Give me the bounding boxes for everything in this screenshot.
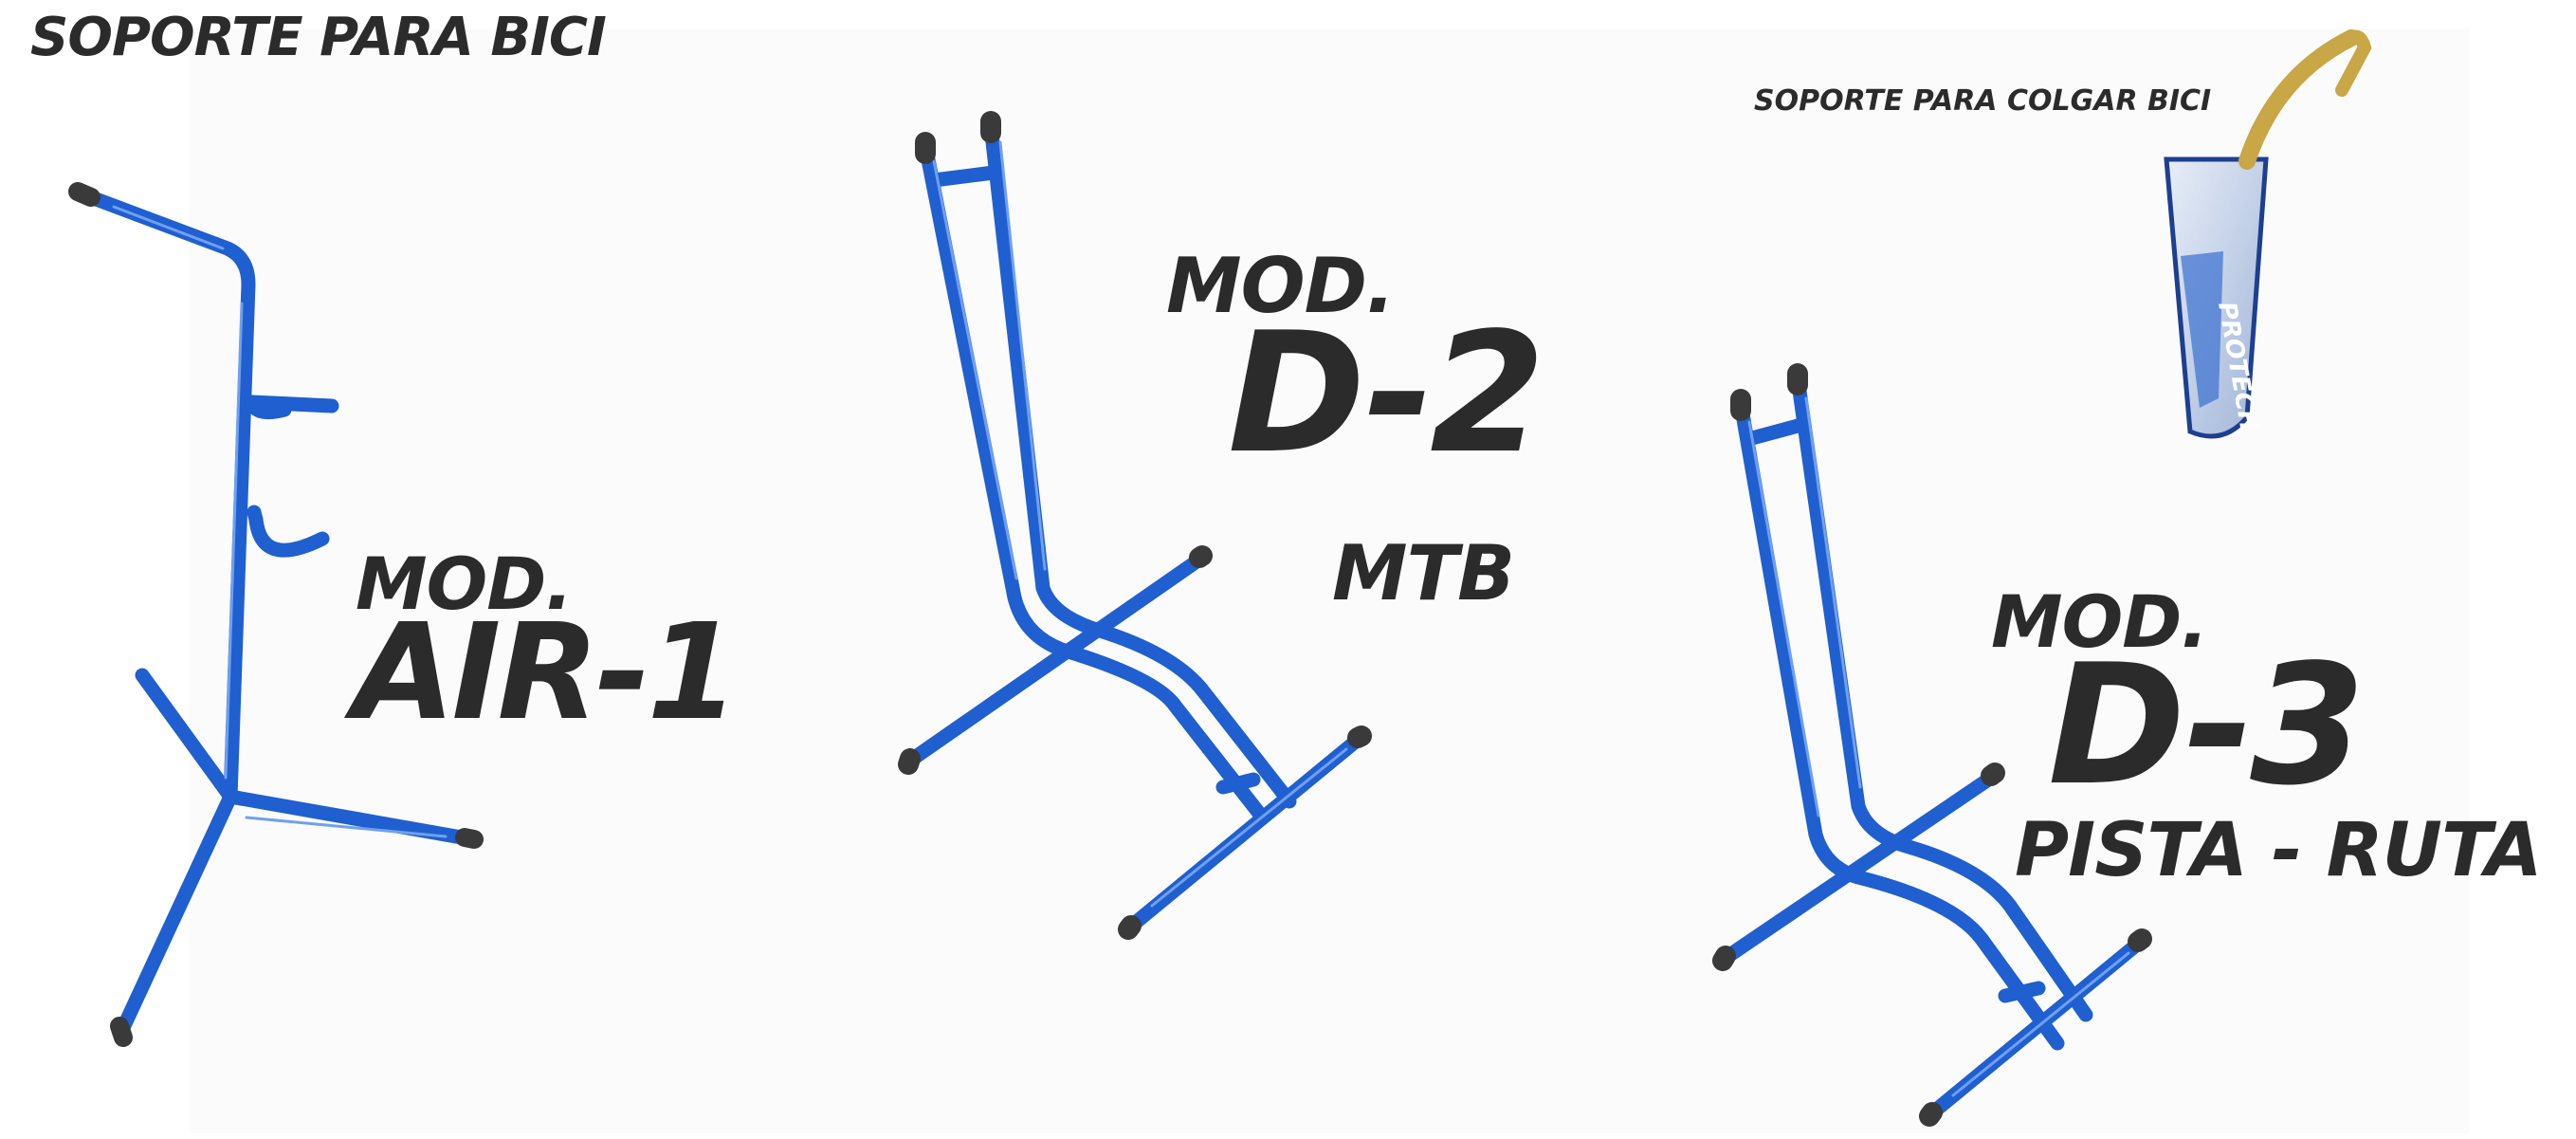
d-2-model-prefix: MOD.: [1166, 242, 1395, 330]
d-3-stand-image: [1712, 363, 2152, 1127]
d-3-model-name: D-3: [2048, 630, 2366, 822]
hanging-stand-label: SOPORTE PARA COLGAR BICI: [1754, 84, 2212, 118]
page-title: SOPORTE PARA BICI: [30, 7, 607, 68]
d-2-model-subtitle: MTB: [1332, 529, 1515, 617]
d-3-model-subtitle: PISTA - RUTA: [2015, 808, 2542, 893]
background-panel: [190, 28, 2470, 1133]
d-3-model-prefix: MOD.: [1991, 579, 2208, 664]
air-1-model-prefix: MOD.: [356, 542, 573, 626]
air-1-stand-image: [68, 182, 484, 1047]
air-1-model-name: AIR-1: [353, 596, 740, 750]
d-2-stand-image: [898, 111, 1372, 940]
d-2-model-name: D-2: [1228, 298, 1545, 490]
